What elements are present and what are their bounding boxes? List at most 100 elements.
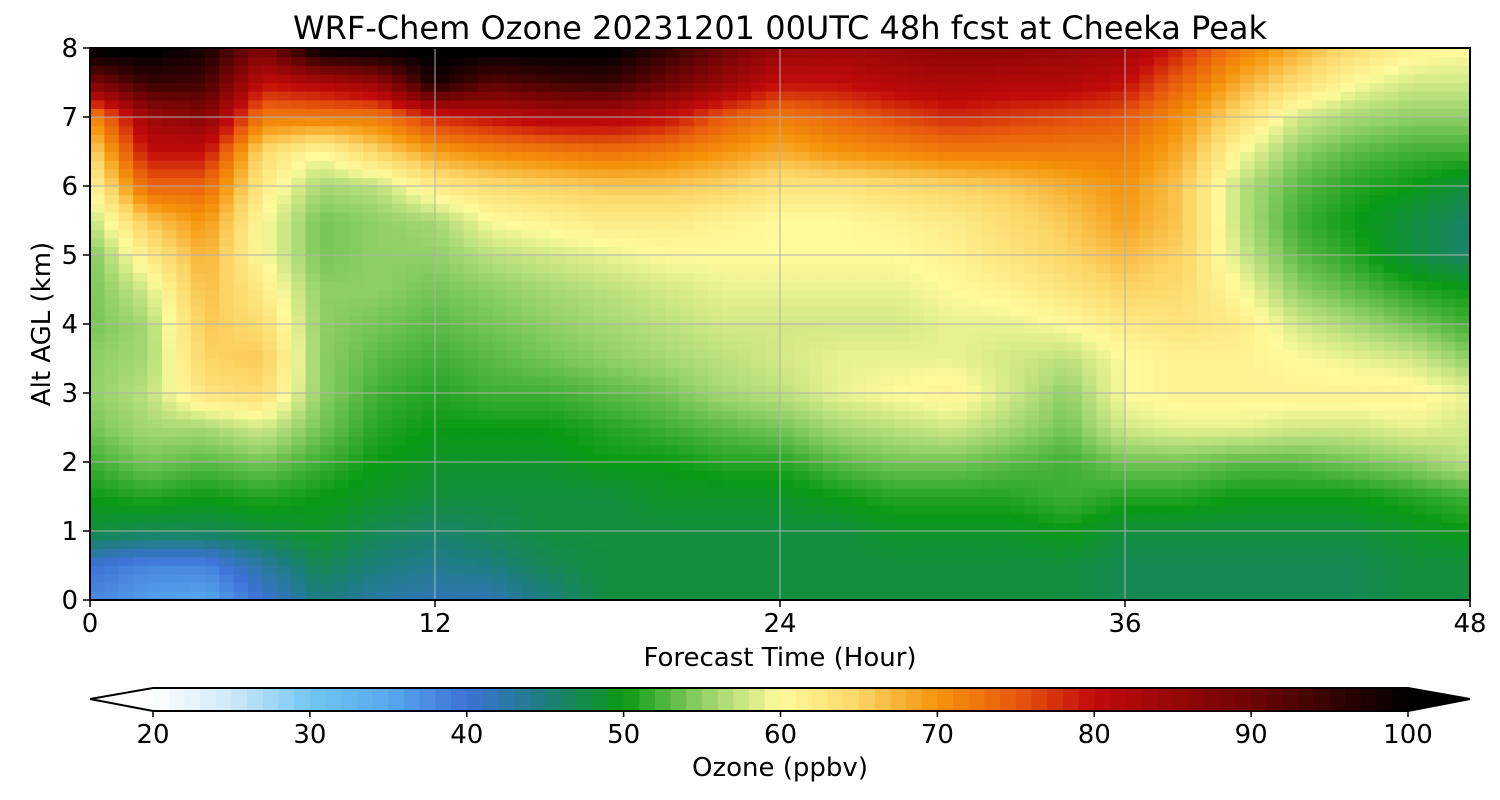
heatmap-cell (492, 375, 508, 385)
heatmap-cell (1283, 358, 1299, 368)
heatmap-cell (1326, 315, 1342, 325)
heatmap-cell (880, 332, 896, 342)
heatmap-cell (1225, 289, 1241, 299)
heatmap-cell (1225, 470, 1241, 480)
heatmap-cell (1455, 582, 1471, 592)
heatmap-cell (665, 436, 680, 446)
heatmap-cell (219, 280, 235, 291)
heatmap-cell (1398, 505, 1414, 515)
heatmap-cell (736, 556, 752, 567)
heatmap-cell (578, 324, 594, 334)
heatmap-cell (1254, 160, 1270, 170)
heatmap-cell (1283, 556, 1299, 567)
heatmap-cell (1412, 280, 1428, 291)
heatmap-cell (636, 211, 652, 222)
heatmap-cell (305, 462, 321, 472)
heatmap-cell (104, 341, 120, 351)
heatmap-cell (593, 324, 609, 334)
heatmap-cell (909, 211, 925, 222)
heatmap-cell (708, 211, 724, 222)
heatmap-cell (880, 177, 896, 187)
heatmap-cell (1455, 151, 1471, 161)
heatmap-cell (880, 211, 896, 222)
heatmap-cell (1240, 513, 1255, 523)
heatmap-cell (765, 341, 781, 351)
heatmap-cell (176, 522, 192, 532)
heatmap-cell (1426, 211, 1442, 222)
heatmap-cell (190, 410, 206, 420)
heatmap-cell (722, 539, 738, 549)
heatmap-cell (736, 160, 752, 170)
heatmap-cell (478, 272, 494, 282)
heatmap-cell (794, 315, 810, 325)
heatmap-cell (305, 341, 321, 351)
heatmap-cell (492, 186, 508, 196)
heatmap-cell (1081, 280, 1097, 291)
heatmap-cell (420, 211, 436, 222)
heatmap-cell (219, 453, 235, 463)
heatmap-cell (621, 436, 637, 446)
heatmap-cell (851, 582, 867, 592)
heatmap-cell (535, 306, 551, 316)
heatmap-cell (650, 160, 666, 170)
heatmap-cell (348, 401, 364, 411)
heatmap-cell (420, 401, 436, 411)
heatmap-cell (1441, 203, 1457, 213)
heatmap-cell (837, 186, 853, 196)
heatmap-cell (650, 358, 666, 368)
heatmap-cell (1067, 522, 1083, 532)
heatmap-cell (420, 160, 436, 170)
heatmap-cell (851, 177, 867, 187)
heatmap-cell (334, 522, 350, 532)
heatmap-cell (147, 263, 163, 273)
heatmap-cell (636, 556, 652, 567)
heatmap-cell (938, 410, 954, 420)
heatmap-cell (190, 401, 206, 411)
heatmap-cell (118, 393, 134, 403)
heatmap-cell (1326, 186, 1342, 196)
heatmap-cell (1326, 255, 1342, 265)
heatmap-cell (248, 565, 264, 575)
heatmap-cell (880, 255, 896, 265)
heatmap-cell (90, 367, 105, 377)
heatmap-cell (665, 151, 680, 161)
heatmap-cell (1053, 539, 1069, 549)
heatmap-cell (593, 418, 609, 429)
heatmap-cell (205, 462, 220, 472)
heatmap-cell (1398, 220, 1414, 230)
heatmap-cell (966, 315, 982, 325)
heatmap-cell (550, 151, 565, 161)
heatmap-cell (406, 522, 422, 532)
heatmap-cell (794, 263, 810, 273)
heatmap-cell (808, 513, 824, 523)
heatmap-cell (1225, 315, 1241, 325)
heatmap-cell (1441, 289, 1457, 299)
heatmap-cell (1240, 255, 1255, 265)
heatmap-cell (593, 272, 609, 282)
heatmap-cell (765, 513, 781, 523)
heatmap-cell (966, 306, 982, 316)
heatmap-cell (650, 384, 666, 394)
heatmap-cell (176, 470, 192, 480)
heatmap-cell (823, 324, 839, 334)
heatmap-cell (291, 393, 307, 403)
heatmap-cell (550, 160, 565, 170)
heatmap-cell (837, 211, 853, 222)
heatmap-cell (449, 418, 465, 429)
heatmap-cell (1153, 315, 1169, 325)
heatmap-cell (938, 487, 954, 498)
heatmap-cell (981, 513, 997, 523)
heatmap-cell (550, 384, 565, 394)
heatmap-cell (1326, 574, 1342, 584)
heatmap-cell (1297, 358, 1313, 368)
heatmap-cell (492, 246, 508, 256)
heatmap-cell (794, 358, 810, 368)
heatmap-cell (909, 194, 925, 204)
heatmap-cell (406, 462, 422, 472)
heatmap-cell (636, 531, 652, 541)
heatmap-cell (722, 531, 738, 541)
heatmap-cell (463, 591, 479, 601)
heatmap-cell (118, 332, 134, 342)
heatmap-cell (190, 306, 206, 316)
heatmap-cell (995, 462, 1011, 472)
